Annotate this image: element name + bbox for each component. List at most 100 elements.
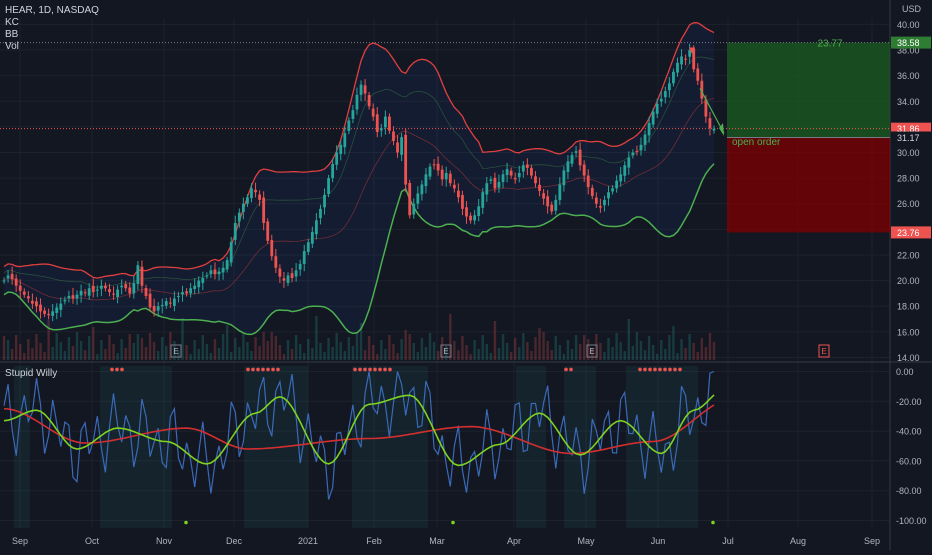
target-distance-label: 23.77 (817, 39, 842, 50)
candle-body (306, 242, 310, 252)
candle-body (554, 199, 558, 211)
volume-bar (169, 332, 172, 360)
earnings-marker-text: E (173, 347, 178, 356)
volume-bar (672, 326, 675, 360)
willy-overbought-dot (673, 367, 677, 372)
open-order-label: open order (732, 137, 781, 148)
volume-bar (619, 342, 622, 360)
willy-overbought-dot (388, 367, 392, 372)
willy-overbought-dot (276, 367, 280, 372)
time-tick-label: Mar (429, 536, 445, 546)
volume-bar (63, 351, 67, 360)
willy-overbought-dot (256, 367, 260, 372)
candle-body (152, 305, 156, 312)
candle-body (639, 144, 643, 151)
candle-body (185, 291, 188, 294)
volume-bar (534, 337, 537, 360)
earnings-marker-text: E (443, 347, 448, 356)
volume-bar (120, 339, 123, 360)
willy-overbought-dot (569, 367, 573, 372)
indicator-title[interactable]: Stupid Willy (5, 368, 58, 379)
volume-bar (376, 354, 379, 360)
candle-body (43, 310, 46, 314)
candle-body (420, 184, 424, 195)
volume-bar (234, 338, 237, 360)
volume-bar (10, 349, 14, 360)
candle-body (603, 199, 606, 206)
volume-bar (518, 347, 521, 360)
volume-bar (209, 353, 213, 360)
willy-overbought-dot (668, 367, 672, 372)
candle-body (562, 170, 566, 186)
candle-body (18, 285, 22, 291)
candle-body (444, 172, 448, 180)
candle-body (461, 195, 464, 209)
candle-body (509, 170, 513, 176)
volume-bar (514, 338, 517, 360)
volume-bar (43, 352, 46, 360)
volume-bar (432, 342, 436, 360)
price-tick-label: 26.00 (897, 199, 920, 209)
volume-bar (331, 347, 334, 360)
volume-bar (343, 351, 346, 360)
volume-bar (319, 343, 322, 360)
willy-overbought-dot (653, 367, 657, 372)
volume-bar (656, 354, 659, 360)
candle-body (266, 221, 270, 241)
earnings-marker (818, 344, 830, 358)
volume-bar (355, 332, 359, 360)
willy-tick-label: -20.00 (896, 397, 922, 407)
willy-overbought-dot (271, 367, 275, 372)
willy-overbought-dot (658, 367, 662, 372)
candle-body (335, 152, 339, 165)
candle-body (136, 265, 140, 284)
candle-body (363, 85, 367, 94)
candle-body (237, 212, 241, 222)
candle-body (140, 266, 144, 286)
volume-bar (538, 328, 541, 360)
volume-bar (412, 343, 415, 360)
candle-body (615, 180, 619, 189)
candle-body (254, 189, 257, 193)
volume-bar (688, 334, 691, 360)
volume-bar (639, 341, 643, 360)
volume-bar (55, 333, 58, 360)
volume-bar (221, 334, 225, 360)
willy-overbought-dot (251, 367, 255, 372)
candle-body (355, 94, 359, 110)
volume-bar (485, 344, 488, 360)
candle-body (286, 275, 290, 283)
volume-bar (246, 342, 249, 360)
candle-body (392, 131, 395, 141)
candle-body (47, 313, 51, 316)
candle-body (302, 251, 306, 264)
candle-body (31, 300, 34, 304)
volume-bar (250, 351, 253, 360)
candle-body (688, 50, 692, 57)
volume-bar (595, 334, 598, 360)
volume-bar (680, 339, 683, 360)
volume-bar (396, 353, 399, 360)
willy-zone (100, 366, 172, 528)
volume-bar (225, 325, 229, 360)
candle-body (246, 197, 249, 204)
candle-body (704, 99, 708, 117)
candle-body (623, 165, 627, 176)
candle-body (457, 190, 460, 198)
volume-bar (339, 342, 342, 360)
volume-bar (635, 332, 639, 360)
volume-bar (104, 349, 107, 360)
volume-bar (449, 314, 452, 360)
volume-bar (526, 342, 529, 360)
candle-body (79, 290, 83, 296)
price-tick-label: 30.00 (897, 148, 920, 158)
volume-bar (457, 350, 460, 360)
price-badge-target (891, 36, 931, 49)
price-tick-label: 38.00 (897, 46, 920, 56)
willy-overbought-dot (678, 367, 682, 372)
volume-bar (254, 337, 257, 360)
volume-bar (587, 339, 590, 360)
volume-bar (2, 336, 6, 360)
